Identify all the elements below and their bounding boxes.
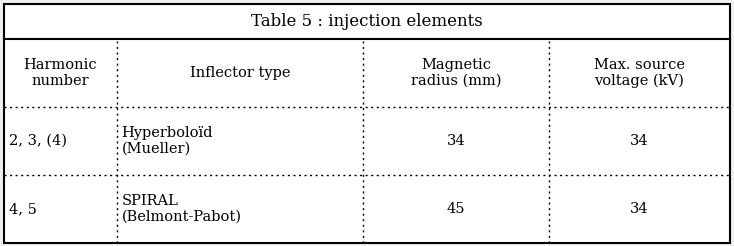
Text: Max. source
voltage (kV): Max. source voltage (kV) — [594, 58, 685, 88]
Text: 45: 45 — [447, 202, 465, 216]
Text: Table 5 : injection elements: Table 5 : injection elements — [251, 13, 483, 30]
Text: 34: 34 — [630, 202, 649, 216]
Text: SPIRAL
(Belmont-Pabot): SPIRAL (Belmont-Pabot) — [122, 194, 241, 224]
Text: Hyperboloïd
(Mueller): Hyperboloïd (Mueller) — [122, 126, 213, 156]
Text: 34: 34 — [630, 134, 649, 148]
Text: 2, 3, (4): 2, 3, (4) — [9, 134, 67, 148]
Text: Harmonic
number: Harmonic number — [23, 58, 97, 88]
Text: 4, 5: 4, 5 — [9, 202, 37, 216]
Text: 34: 34 — [446, 134, 465, 148]
Text: Magnetic
radius (mm): Magnetic radius (mm) — [411, 58, 501, 88]
Text: Inflector type: Inflector type — [189, 66, 290, 80]
